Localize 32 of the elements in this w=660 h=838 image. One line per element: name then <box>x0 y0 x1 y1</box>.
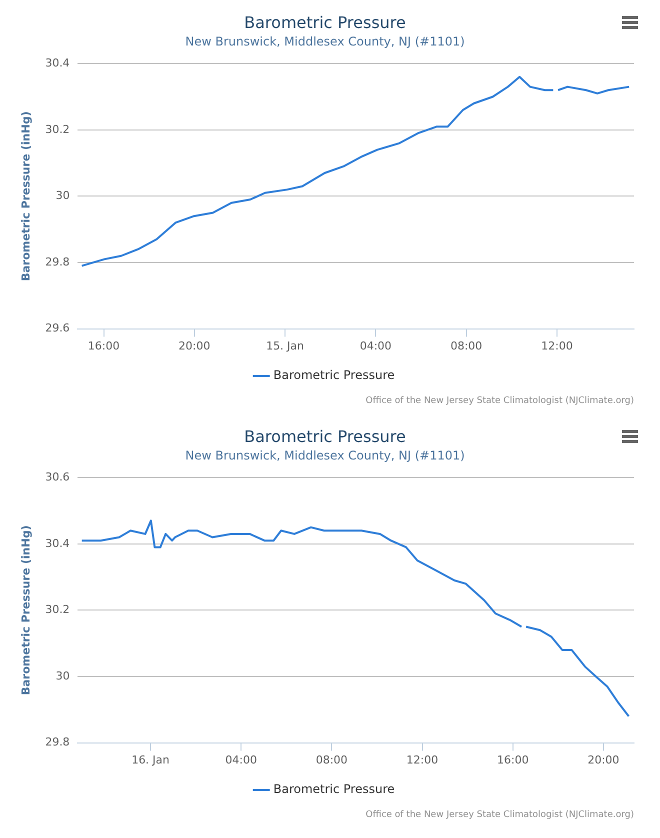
y-tick-label: 30 <box>56 669 70 682</box>
legend-label: Barometric Pressure <box>273 782 395 796</box>
x-tick-label: 04:00 <box>225 753 257 766</box>
x-tick-label: 16:00 <box>497 753 529 766</box>
y-tick-label: 29.8 <box>45 736 70 749</box>
chart-title: Barometric Pressure <box>244 426 406 446</box>
x-tick-label: 20:00 <box>588 753 620 766</box>
y-tick-label: 30.2 <box>45 603 70 616</box>
x-tick-label: 12:00 <box>541 339 573 352</box>
x-tick-label: 16:00 <box>88 339 120 352</box>
x-tick-label: 15. Jan <box>266 339 304 352</box>
x-tick-label: 08:00 <box>316 753 348 766</box>
chart-subtitle: New Brunswick, Middlesex County, NJ (#1101) <box>185 34 465 49</box>
x-tick-label: 04:00 <box>360 339 392 352</box>
chart-title: Barometric Pressure <box>244 12 406 32</box>
y-tick-label: 30.6 <box>45 470 70 484</box>
y-tick-label: 29.8 <box>45 255 70 268</box>
y-tick-label: 30.4 <box>45 56 70 70</box>
y-tick-label: 29.6 <box>45 322 70 335</box>
y-axis-title: Barometric Pressure (inHg) <box>19 111 32 282</box>
text: Office of the New Jersey State Climatologist (NJClimate.org) <box>364 810 635 820</box>
y-axis-title: Barometric Pressure (inHg) <box>19 525 32 696</box>
y-tick-label: 30 <box>56 189 70 202</box>
text: Office of the New Jersey State Climatologist (NJClimate.org) <box>364 396 635 406</box>
y-tick-label: 30.2 <box>45 122 70 136</box>
x-tick-label: 16. Jan <box>132 753 170 766</box>
x-tick-label: 12:00 <box>406 753 438 766</box>
chart-subtitle: New Brunswick, Middlesex County, NJ (#1101) <box>185 448 465 463</box>
x-tick-label: 08:00 <box>450 339 482 352</box>
y-tick-label: 30.4 <box>45 536 70 550</box>
x-tick-label: 20:00 <box>178 339 210 352</box>
legend-label: Barometric Pressure <box>273 368 395 382</box>
